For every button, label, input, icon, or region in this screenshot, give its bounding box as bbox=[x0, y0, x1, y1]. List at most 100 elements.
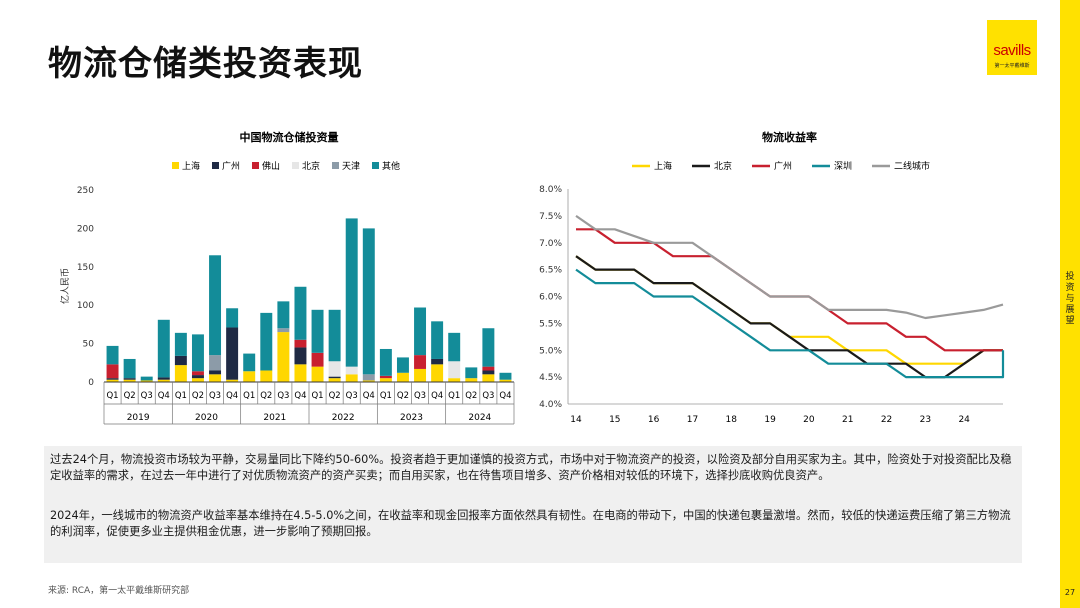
bar-x-tick-12: Q1 bbox=[311, 391, 323, 401]
bar-segment-1-1 bbox=[123, 378, 136, 380]
line-x-tick-2: 16 bbox=[648, 415, 660, 425]
line-x-tick-5: 19 bbox=[764, 415, 776, 425]
bar-segment-0-7 bbox=[226, 379, 239, 382]
bar-segment-0-5 bbox=[191, 378, 204, 382]
line-y-tick-8: 4.0% bbox=[539, 400, 562, 410]
logo-subtitle: 第一太平戴维斯 bbox=[994, 63, 1030, 69]
bar-segment-0-23 bbox=[499, 379, 512, 382]
line-x-tick-9: 23 bbox=[920, 415, 931, 425]
logo-wordmark: savills bbox=[993, 42, 1031, 59]
bar-segment-2-5 bbox=[191, 371, 204, 376]
bar-legend-label-0: 上海 bbox=[182, 160, 200, 172]
bar-segment-5-12 bbox=[311, 309, 324, 353]
bar-segment-2-11 bbox=[294, 339, 307, 348]
bar-x-tick-14: Q3 bbox=[346, 391, 358, 401]
bar-legend-swatch-3 bbox=[292, 162, 299, 169]
side-section-tab: 投资与展望 bbox=[1065, 272, 1075, 326]
bar-segment-0-20 bbox=[448, 378, 461, 382]
bar-legend-swatch-4 bbox=[332, 162, 339, 169]
bar-x-tick-19: Q4 bbox=[431, 391, 443, 401]
bar-x-tick-16: Q1 bbox=[380, 391, 392, 401]
line-x-tick-10: 24 bbox=[958, 415, 970, 425]
bar-segment-0-18 bbox=[414, 368, 427, 382]
line-y-tick-7: 4.5% bbox=[539, 373, 562, 383]
bar-x-tick-18: Q3 bbox=[414, 391, 426, 401]
bar-x-tick-13: Q2 bbox=[329, 391, 341, 401]
bar-x-tick-20: Q1 bbox=[448, 391, 460, 401]
bar-segment-5-13 bbox=[328, 309, 341, 362]
bar-x-year-1: 2020 bbox=[195, 413, 218, 423]
bar-segment-5-6 bbox=[209, 255, 222, 356]
bar-x-tick-21: Q2 bbox=[465, 391, 477, 401]
bar-legend-label-4: 天津 bbox=[342, 161, 360, 172]
bar-segment-5-2 bbox=[140, 376, 153, 381]
bar-segment-5-16 bbox=[379, 348, 392, 376]
line-series-3 bbox=[575, 268, 1005, 379]
bar-segment-4-10 bbox=[277, 328, 290, 333]
commentary-paragraph-2: 2024年，一线城市的物流资产收益率基本维持在4.5-5.0%之间，在收益率和现… bbox=[50, 509, 1011, 538]
bar-segment-5-15 bbox=[362, 228, 375, 375]
bar-x-year-0: 2019 bbox=[127, 413, 150, 423]
line-x-tick-4: 18 bbox=[726, 415, 738, 425]
bar-x-tick-15: Q4 bbox=[363, 391, 375, 401]
bar-x-tick-5: Q2 bbox=[192, 391, 204, 401]
bar-segment-5-17 bbox=[396, 357, 409, 373]
bar-legend-label-3: 北京 bbox=[302, 160, 320, 172]
bar-x-tick-1: Q2 bbox=[124, 391, 136, 401]
bar-x-tick-22: Q3 bbox=[482, 391, 494, 401]
bar-segment-5-11 bbox=[294, 286, 307, 340]
line-series-0 bbox=[575, 255, 1003, 365]
bar-segment-3-20 bbox=[448, 361, 461, 379]
bar-segment-5-9 bbox=[260, 312, 273, 371]
bar-segment-5-22 bbox=[482, 328, 495, 367]
line-legend-label-2: 广州 bbox=[774, 160, 792, 172]
bar-segment-1-11 bbox=[294, 347, 307, 365]
bar-segment-1-13 bbox=[328, 376, 341, 379]
bar-segment-0-2 bbox=[140, 380, 153, 382]
bar-x-year-2: 2021 bbox=[263, 413, 286, 423]
bar-segment-0-13 bbox=[328, 378, 341, 382]
bar-segment-1-3 bbox=[157, 377, 170, 380]
bar-legend-swatch-5 bbox=[372, 162, 379, 169]
bar-x-tick-8: Q1 bbox=[243, 391, 255, 401]
bar-segment-0-16 bbox=[379, 378, 392, 382]
page-number: 27 bbox=[1064, 588, 1076, 597]
bar-segment-5-18 bbox=[414, 307, 427, 356]
bar-segment-0-0 bbox=[106, 379, 119, 382]
bar-y-tick-3: 150 bbox=[77, 263, 94, 273]
bar-segment-1-7 bbox=[226, 327, 239, 380]
bar-segment-0-4 bbox=[174, 365, 187, 382]
bar-x-year-3: 2022 bbox=[332, 413, 355, 423]
bar-segment-5-8 bbox=[243, 353, 256, 372]
bar-x-tick-7: Q4 bbox=[226, 391, 238, 401]
bar-segment-5-0 bbox=[106, 345, 119, 365]
bar-segment-4-15 bbox=[362, 374, 375, 381]
bar-y-tick-5: 250 bbox=[77, 186, 94, 196]
bar-legend-label-5: 其他 bbox=[382, 160, 400, 172]
side-accent-bar bbox=[1060, 0, 1080, 608]
line-legend-label-3: 深圳 bbox=[834, 161, 852, 172]
bar-segment-3-14 bbox=[345, 366, 358, 375]
commentary-paragraph-1: 过去24个月，物流投资市场较为平静，交易量同比下降约50-60%。投资者趋于更加… bbox=[50, 453, 1012, 482]
bar-segment-1-19 bbox=[431, 358, 444, 365]
line-legend-label-1: 北京 bbox=[714, 160, 732, 172]
bar-legend-swatch-1 bbox=[212, 162, 219, 169]
bar-segment-5-20 bbox=[448, 332, 461, 362]
line-x-tick-6: 20 bbox=[803, 415, 815, 425]
page-title: 物流仓储类投资表现 bbox=[48, 44, 363, 84]
line-x-tick-8: 22 bbox=[881, 415, 892, 425]
bar-segment-2-12 bbox=[311, 352, 324, 367]
line-chart-title: 物流收益率 bbox=[762, 130, 817, 144]
bar-segment-0-11 bbox=[294, 364, 307, 382]
line-legend-label-4: 二线城市 bbox=[894, 160, 930, 172]
commentary-box: 过去24个月，物流投资市场较为平静，交易量同比下降约50-60%。投资者趋于更加… bbox=[44, 446, 1022, 563]
bar-segment-0-14 bbox=[345, 374, 358, 382]
bar-y-axis-label: 亿人民币 bbox=[59, 268, 71, 304]
bar-legend-swatch-0 bbox=[172, 162, 179, 169]
line-y-tick-1: 7.5% bbox=[539, 212, 562, 222]
source-note: 来源: RCA，第一太平戴维斯研究部 bbox=[48, 586, 190, 596]
bar-segment-0-3 bbox=[157, 379, 170, 382]
bar-legend-swatch-2 bbox=[252, 162, 259, 169]
line-y-tick-5: 5.5% bbox=[539, 319, 562, 329]
